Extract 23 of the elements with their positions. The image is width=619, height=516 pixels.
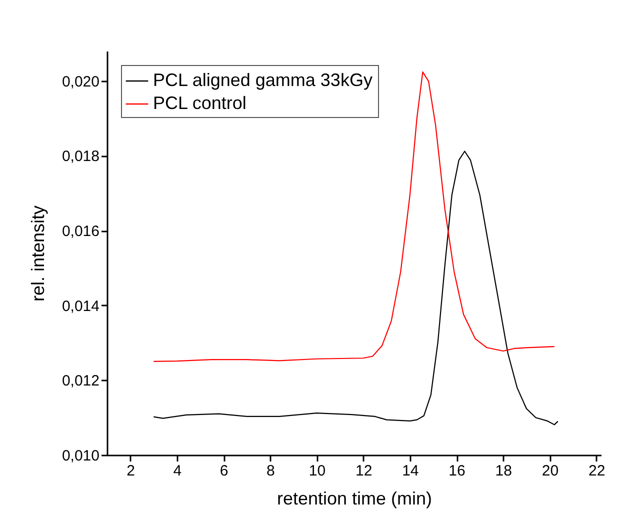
legend-label: PCL control [153, 93, 246, 113]
y-tick-label: 0,010 [62, 448, 100, 464]
x-tick-label: 10 [308, 462, 326, 480]
x-tick-label: 16 [448, 462, 466, 480]
x-tick-label: 22 [588, 462, 606, 480]
x-tick-label: 20 [542, 462, 559, 480]
x-axis-title: retention time (min) [276, 488, 432, 508]
x-tick-label: 18 [495, 462, 512, 480]
x-tick-label: 12 [355, 462, 372, 480]
x-tick-label: 8 [266, 462, 275, 480]
legend-label: PCL aligned gamma 33kGy [153, 70, 372, 90]
x-tick-label: 2 [126, 462, 135, 480]
y-tick-label: 0,018 [62, 148, 100, 166]
line-series [153, 71, 555, 362]
y-tick-label: 0,012 [62, 372, 100, 390]
x-tick-label: 4 [173, 462, 182, 480]
y-axis-title: rel. intensity [28, 205, 48, 302]
y-tick-label: 0,016 [62, 223, 100, 240]
x-tick-label: 14 [402, 462, 419, 480]
line-series [153, 150, 558, 426]
y-tick-label: 0,020 [62, 73, 100, 90]
x-tick-label: 6 [220, 462, 228, 480]
y-tick-label: 0,014 [62, 298, 100, 315]
